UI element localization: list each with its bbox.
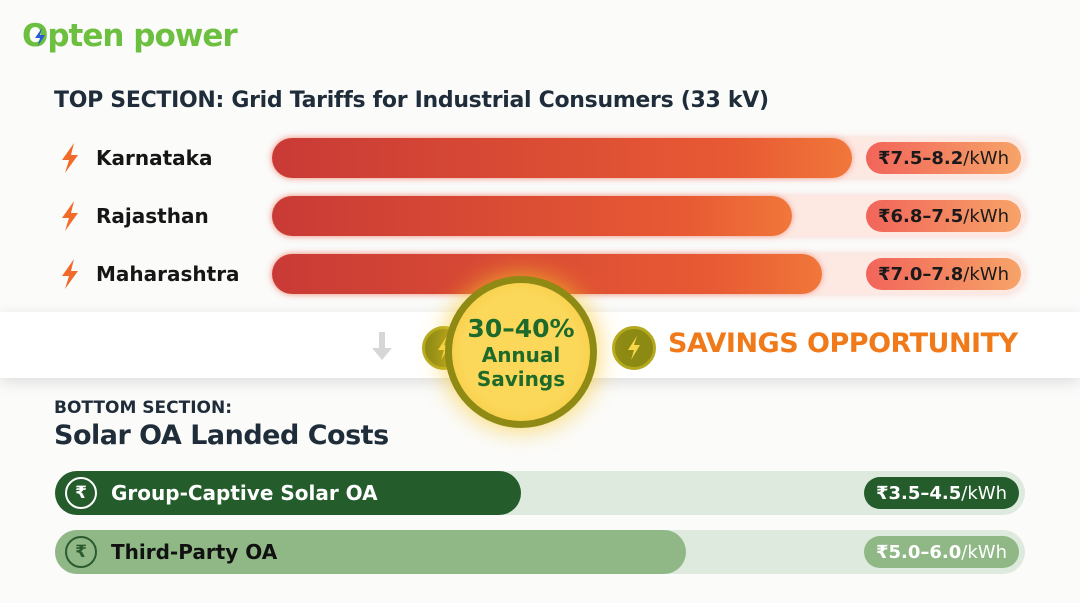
tariff-row-label: Rajasthan [58,200,209,232]
solar-cost-range: ₹5.0–6.0 [875,541,962,563]
solar-cost-unit: /kWh [961,482,1007,504]
state-name: Karnataka [96,146,213,170]
solar-cost-unit: /kWh [961,541,1007,563]
solar-cost-bar [55,530,686,574]
rupee-icon: ₹ [65,477,97,509]
logo: Opten power [22,18,238,54]
solar-cost-label: ₹ Group-Captive Solar OA [65,477,378,509]
solar-cost-track: ₹ Third-Party OA ₹5.0–6.0/kWh [55,530,1025,574]
top-section-title: TOP SECTION: Grid Tariffs for Industrial… [54,88,769,113]
tariff-unit: /kWh [963,205,1009,227]
arrow-down-icon [372,332,392,360]
bottom-section-subtitle: BOTTOM SECTION: [54,398,233,418]
solar-cost-track: ₹ Group-Captive Solar OA ₹3.5–4.5/kWh [55,471,1025,515]
tariff-bar-track: ₹7.5–8.2/kWh [272,138,1025,178]
bottom-section-title: Solar OA Landed Costs [54,420,389,451]
lightning-icon [62,143,78,173]
tariff-bar [272,196,792,236]
lightning-icon [62,259,78,289]
tariff-range: ₹7.0–7.8 [877,263,964,285]
savings-line1: Annual [481,342,561,367]
solar-cost-pill: ₹5.0–6.0/kWh [863,536,1019,568]
state-name: Maharashtra [96,262,240,286]
tariff-range: ₹6.8–7.5 [877,205,964,227]
tariff-bar [272,138,852,178]
tariff-unit: /kWh [963,147,1009,169]
tariff-value-pill: ₹6.8–7.5/kWh [865,200,1021,232]
tariff-bar-track: ₹7.0–7.8/kWh [272,254,1025,294]
tariff-row-label: Maharashtra [58,258,240,290]
savings-badge: 30–40% Annual Savings [445,276,597,428]
solar-option-name: Group-Captive Solar OA [111,481,378,505]
tariff-row-label: Karnataka [58,142,212,174]
tariff-unit: /kWh [963,263,1009,285]
tariff-value-pill: ₹7.5–8.2/kWh [865,142,1021,174]
lightning-icon [62,201,78,231]
rupee-icon: ₹ [65,536,97,568]
solar-cost-bar [55,471,521,515]
lightning-icon [35,28,45,46]
state-name: Rajasthan [96,204,209,228]
solar-cost-label: ₹ Third-Party OA [65,536,277,568]
tariff-range: ₹7.5–8.2 [877,147,964,169]
logo-text: Opten power [22,18,238,54]
savings-percent: 30–40% [467,313,575,343]
solar-cost-pill: ₹3.5–4.5/kWh [863,477,1019,509]
savings-line2: Savings [476,366,566,391]
savings-opportunity-label: SAVINGS OPPORTUNITY [668,328,1018,359]
solar-cost-range: ₹3.5–4.5 [875,482,962,504]
solar-option-name: Third-Party OA [111,540,278,564]
tariff-bar-track: ₹6.8–7.5/kWh [272,196,1025,236]
tariff-value-pill: ₹7.0–7.8/kWh [865,258,1021,290]
lightning-icon [612,326,656,370]
